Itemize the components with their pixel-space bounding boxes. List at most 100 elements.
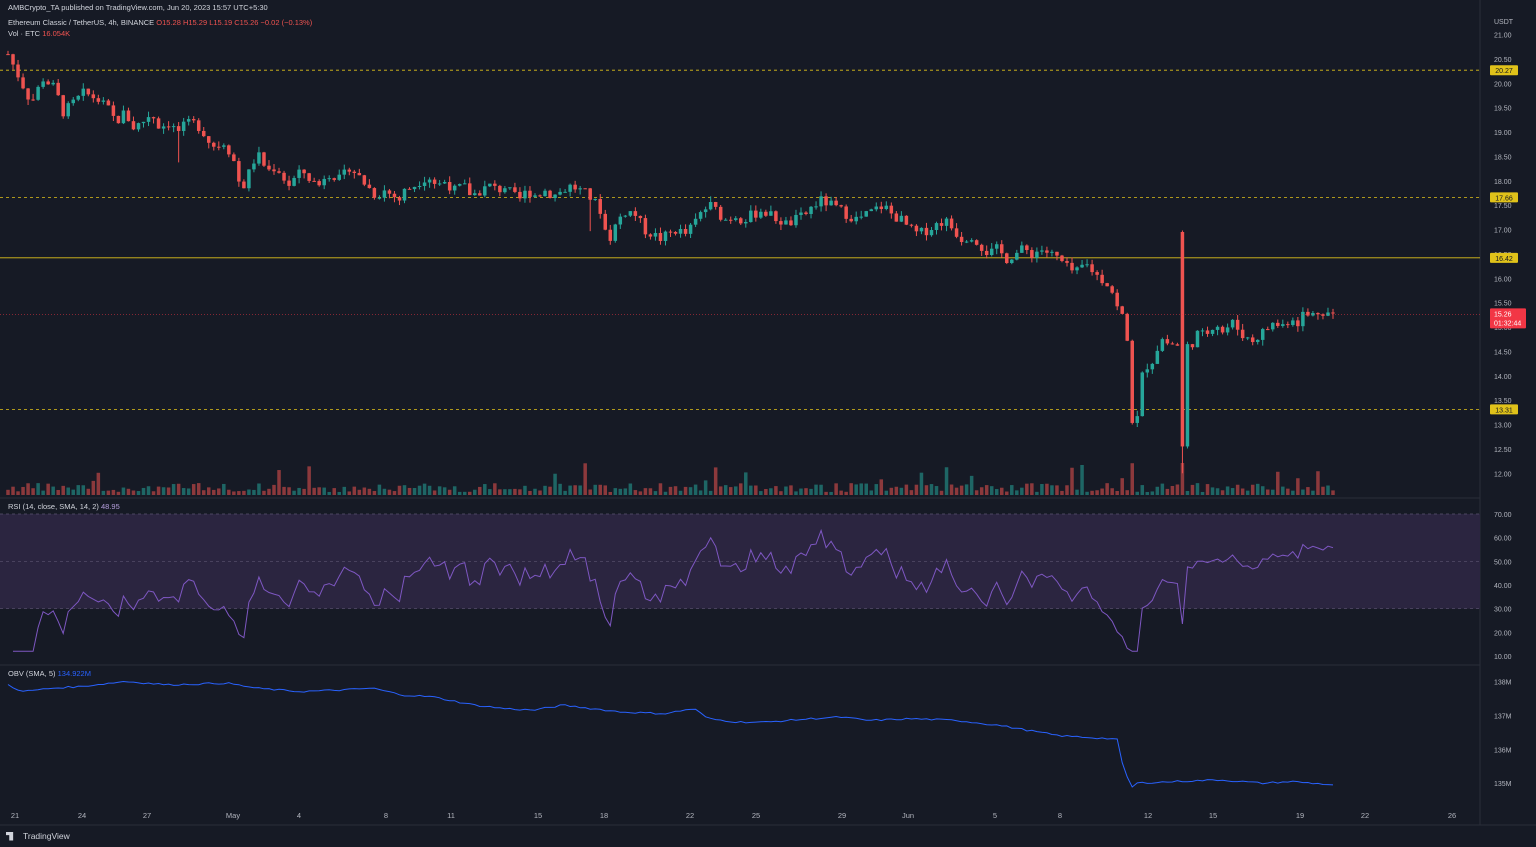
candle-body (733, 218, 738, 220)
volume-bar (207, 487, 211, 495)
volume-bar (176, 483, 181, 495)
volume-bar (1030, 483, 1034, 495)
candle-body (287, 180, 291, 186)
candle-body (473, 193, 477, 196)
volume-bar (603, 485, 608, 495)
volume-bar (819, 484, 823, 495)
volume-legend[interactable]: Vol · ETC 16.054K (8, 29, 70, 38)
candle-body (1170, 343, 1175, 345)
volume-bar (66, 487, 70, 495)
volume-bar (76, 485, 81, 495)
rsi-tick-label: 70.00 (1494, 512, 1512, 519)
volume-bar (969, 475, 974, 495)
volume-bar (859, 483, 863, 495)
candle-body (864, 211, 868, 217)
volume-bar (473, 489, 477, 495)
candle-body (422, 182, 427, 186)
volume-bar (708, 490, 713, 495)
candle-body (799, 212, 803, 215)
time-tick-label: 15 (534, 811, 542, 820)
candle-body (126, 110, 131, 122)
candle-body (1100, 274, 1104, 284)
candle-body (879, 206, 884, 210)
volume-bar (1110, 488, 1114, 495)
volume-bar (764, 489, 768, 495)
candle-body (1105, 283, 1109, 287)
candle-body (723, 219, 728, 221)
volume-bar (201, 490, 206, 495)
volume-bar (954, 487, 959, 495)
volume-bar (1250, 484, 1255, 495)
candle-body (688, 224, 693, 234)
candle-body (86, 88, 91, 95)
volume-bar (483, 484, 487, 495)
volume-bar (949, 484, 954, 495)
candle-body (789, 220, 793, 226)
time-tick-label: 22 (1361, 811, 1369, 820)
candle-body (483, 186, 487, 196)
candle-body (834, 200, 838, 206)
candle-body (603, 213, 608, 230)
volume-bar (688, 487, 693, 495)
volume-bar (628, 483, 633, 495)
candle-body (1005, 253, 1009, 263)
volume-bar (111, 489, 116, 495)
volume-bar (1225, 486, 1230, 495)
candle-body (6, 54, 10, 56)
candle-body (36, 86, 40, 100)
candle-body (1225, 327, 1230, 333)
volume-bar (583, 463, 587, 495)
candle-body (1281, 324, 1285, 326)
volume-bar (56, 489, 60, 495)
candle-body (161, 126, 166, 129)
volume-bar (21, 486, 25, 495)
candle-body (1080, 264, 1084, 268)
candle-body (81, 88, 86, 96)
candle-body (352, 171, 357, 173)
rsi-tick-label: 30.00 (1494, 607, 1512, 614)
candle-body (1030, 250, 1034, 258)
symbol-legend[interactable]: Ethereum Classic / TetherUS, 4h, BINANCE… (8, 18, 312, 27)
candle-body (849, 218, 853, 222)
volume-bar (658, 483, 663, 495)
candle-body (317, 181, 321, 186)
candle-body (1321, 314, 1325, 316)
volume-bar (618, 488, 623, 495)
candle-body (653, 232, 658, 237)
volume-bar (1060, 490, 1064, 495)
volume-bar (196, 483, 201, 495)
volume-bar (1150, 491, 1155, 495)
volume-bar (467, 491, 472, 495)
candle-body (282, 172, 286, 181)
volume-bar (277, 470, 281, 495)
volume-bar (829, 491, 833, 495)
grid-lines (0, 0, 1536, 826)
candle-body (869, 209, 874, 212)
currency-label: USDT (1494, 19, 1514, 26)
candle-body (678, 228, 683, 234)
candle-body (1326, 312, 1330, 316)
tradingview-logo[interactable]: TradingView (6, 831, 70, 841)
volume-bar (457, 491, 462, 495)
candle-body (392, 193, 397, 198)
candle-body (1306, 311, 1310, 316)
candle-body (1331, 312, 1335, 314)
rsi-legend[interactable]: RSI (14, close, SMA, 14, 2) 48.95 (8, 502, 120, 511)
volume-bar (944, 467, 949, 495)
candle-body (894, 213, 899, 222)
obv-line (7, 680, 1334, 788)
volume-bar (267, 488, 271, 495)
candle-body (357, 172, 362, 176)
candle-body (116, 115, 121, 124)
obv-legend[interactable]: OBV (SMA, 5) 134.922M (8, 669, 91, 678)
candle-body (1140, 372, 1145, 417)
volume-bar (1100, 488, 1104, 495)
candle-body (764, 211, 768, 216)
volume-bar (71, 489, 75, 495)
symbol-name[interactable]: Ethereum Classic / TetherUS, 4h, BINANCE (8, 18, 155, 27)
volume-bar (1291, 490, 1295, 495)
volume-bar (1240, 488, 1245, 495)
candle-body (1150, 363, 1155, 370)
candle-body (513, 187, 517, 192)
